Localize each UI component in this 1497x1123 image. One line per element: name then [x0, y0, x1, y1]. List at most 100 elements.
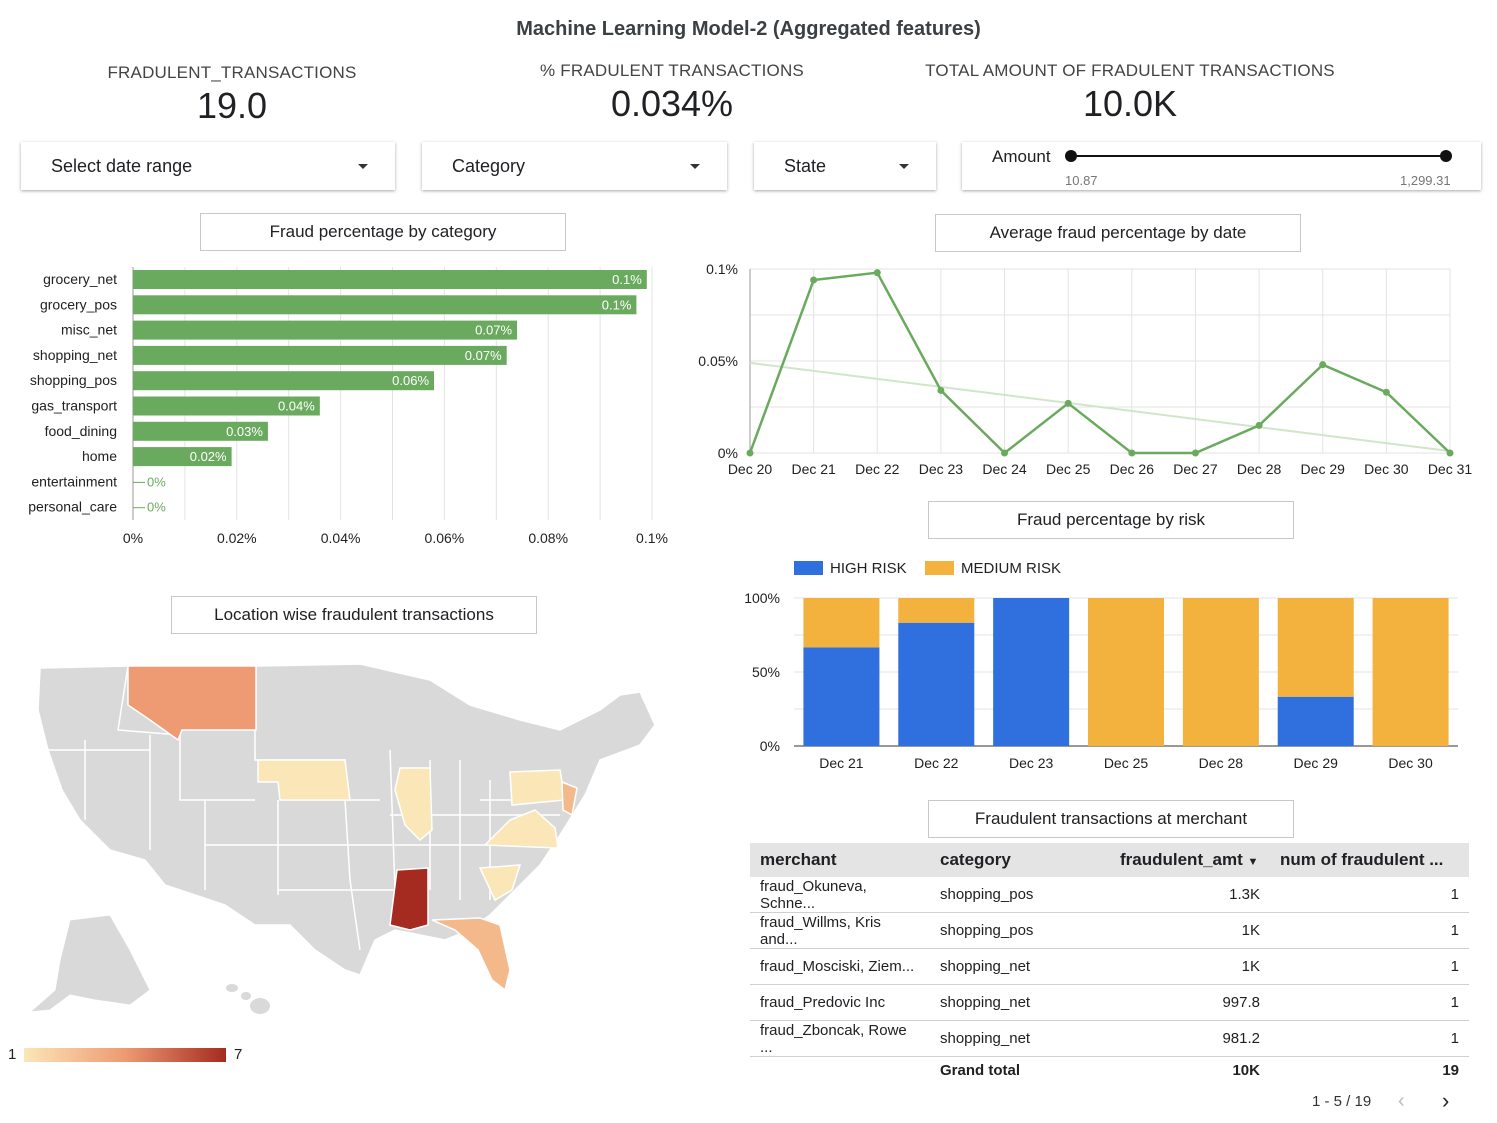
bar-segment: [898, 622, 975, 746]
state-label: State: [784, 156, 827, 176]
y-tick-label: 0%: [760, 738, 780, 754]
sort-desc-icon: ▼: [1247, 856, 1259, 868]
x-tick-label: Dec 29: [1301, 461, 1346, 477]
bar-segment: [1277, 696, 1354, 746]
us-choropleth-map: [28, 663, 656, 1014]
bar-segment: [1088, 598, 1164, 746]
grand-total-amount: 10K: [1232, 1061, 1260, 1079]
cell-count: 1: [1270, 877, 1469, 913]
amount-min-value: 10.87: [1065, 173, 1098, 188]
table-total-row: Grand total 10K 19: [750, 1057, 1469, 1084]
category-dropdown[interactable]: Category: [422, 142, 727, 190]
amount-label: Amount: [992, 147, 1051, 166]
bar-value-label: 0.1%: [602, 297, 632, 312]
slider-min-handle[interactable]: [1065, 150, 1077, 162]
previous-page-icon[interactable]: ‹: [1398, 1090, 1405, 1112]
slider-track[interactable]: [1071, 155, 1446, 157]
kpi-value: 10.0K: [1082, 83, 1178, 124]
state-mississippi: [389, 867, 429, 931]
y-tick-label: 0%: [718, 445, 738, 461]
bar-value-label: 0.07%: [465, 348, 502, 363]
x-tick-label: Dec 29: [1294, 755, 1339, 771]
bar-segment: [803, 598, 880, 648]
data-point: [810, 276, 818, 284]
bar-value-label: 0.07%: [475, 323, 512, 338]
legend-medium-risk-label: MEDIUM RISK: [961, 560, 1062, 577]
data-point: [1001, 449, 1009, 457]
next-page-icon[interactable]: ›: [1442, 1088, 1450, 1113]
data-point: [1191, 449, 1199, 457]
x-tick-label: 0.04%: [321, 530, 361, 546]
chevron-down-icon: [690, 164, 700, 169]
cell-merchant: fraud_Okuneva, Schne...: [750, 877, 930, 913]
bar-value-label: 0.1%: [612, 272, 642, 287]
cell-merchant: fraud_Zboncak, Rowe ...: [750, 1020, 930, 1057]
data-point: [1255, 421, 1263, 429]
state-florida: [431, 917, 511, 992]
category-label: home: [82, 448, 117, 464]
bar: [133, 345, 507, 365]
bar-value-label: 0%: [147, 474, 166, 489]
category-bar-chart: 0.1% 0.1% 0.07% 0.07% 0.06% 0.04% 0.03% 0.02% 0%…: [28, 267, 668, 546]
dashboard-title: Machine Learning Model-2 (Aggregated fea…: [516, 18, 981, 40]
cell-count: 1: [1270, 984, 1469, 1021]
kpi-label: % FRADULENT TRANSACTIONS: [540, 61, 804, 80]
cell-amount: 1K: [1110, 948, 1270, 985]
column-header-category[interactable]: category: [930, 843, 1110, 877]
category-label: shopping_pos: [30, 372, 117, 388]
bar: [133, 447, 232, 467]
x-tick-label: Dec 24: [982, 461, 1027, 477]
risk-chart-title: Fraud percentage by risk: [928, 501, 1294, 539]
table-row: fraud_Okuneva, Schne... shopping_pos 1.3…: [750, 877, 1469, 913]
category-label: food_dining: [45, 423, 117, 439]
cell-category: shopping_pos: [930, 877, 1110, 913]
cell-category: shopping_net: [930, 1020, 1110, 1057]
category-label: personal_care: [28, 499, 117, 515]
table-header-row: merchant category fraudulent_amt ▼ num o…: [750, 843, 1469, 877]
cell-amount: 1.3K: [1110, 877, 1270, 913]
state-alaska: [28, 914, 151, 1013]
bar-segment: [1372, 598, 1449, 746]
category-label: grocery_net: [43, 271, 117, 287]
cell-amount: 1K: [1110, 912, 1270, 949]
pagination-status: 1 - 5 / 19: [1312, 1093, 1372, 1110]
total-spacer: [750, 1057, 930, 1084]
x-tick-label: 0.1%: [636, 530, 668, 546]
y-tick-label: 50%: [752, 664, 780, 680]
bar-value-label: 0.02%: [190, 449, 227, 464]
table-row: fraud_Zboncak, Rowe ... shopping_net 981…: [750, 1020, 1469, 1057]
kpi-label: TOTAL AMOUNT OF FRADULENT TRANSACTIONS: [925, 61, 1335, 80]
bar-value-label: 0.06%: [392, 373, 429, 388]
bar-segment: [993, 598, 1070, 746]
legend-medium-risk-swatch: [925, 561, 954, 575]
amount-range-slider[interactable]: Amount 10.87 1,299.31: [962, 142, 1481, 190]
map-title: Location wise fraudulent transactions: [171, 596, 537, 634]
x-tick-label: 0%: [123, 530, 143, 546]
data-point: [1382, 388, 1390, 396]
slider-max-handle[interactable]: [1440, 150, 1452, 162]
data-point: [1128, 449, 1136, 457]
category-label: misc_net: [61, 322, 117, 338]
state-virginia: [483, 809, 559, 849]
y-tick-label: 0.05%: [698, 353, 738, 369]
merchant-table: merchant category fraudulent_amt ▼ num o…: [750, 843, 1469, 1083]
bar: [133, 295, 637, 315]
cell-count: 1: [1270, 1020, 1469, 1057]
map-legend-min: 1: [8, 1046, 17, 1063]
category-label: Category: [452, 156, 526, 176]
date-range-dropdown[interactable]: Select date range: [21, 142, 395, 190]
state-new-jersey: [561, 780, 578, 817]
kpi-fraud-percentage: % FRADULENT TRANSACTIONS 0.034%: [522, 61, 822, 125]
date-range-label: Select date range: [51, 156, 193, 176]
x-tick-label: Dec 21: [819, 755, 864, 771]
x-tick-label: Dec 21: [791, 461, 836, 477]
column-header-merchant[interactable]: merchant: [750, 843, 930, 877]
column-header-fraudulent-amt[interactable]: fraudulent_amt ▼: [1110, 843, 1270, 877]
state-dropdown[interactable]: State: [754, 142, 936, 190]
cell-category: shopping_pos: [930, 912, 1110, 949]
x-tick-label: 0.02%: [217, 530, 257, 546]
amount-max-value: 1,299.31: [1400, 173, 1451, 188]
column-header-num-fraudulent[interactable]: num of fraudulent ...: [1270, 843, 1469, 877]
state-nebraska: [257, 759, 351, 801]
cell-amount: 981.2: [1110, 1020, 1270, 1057]
